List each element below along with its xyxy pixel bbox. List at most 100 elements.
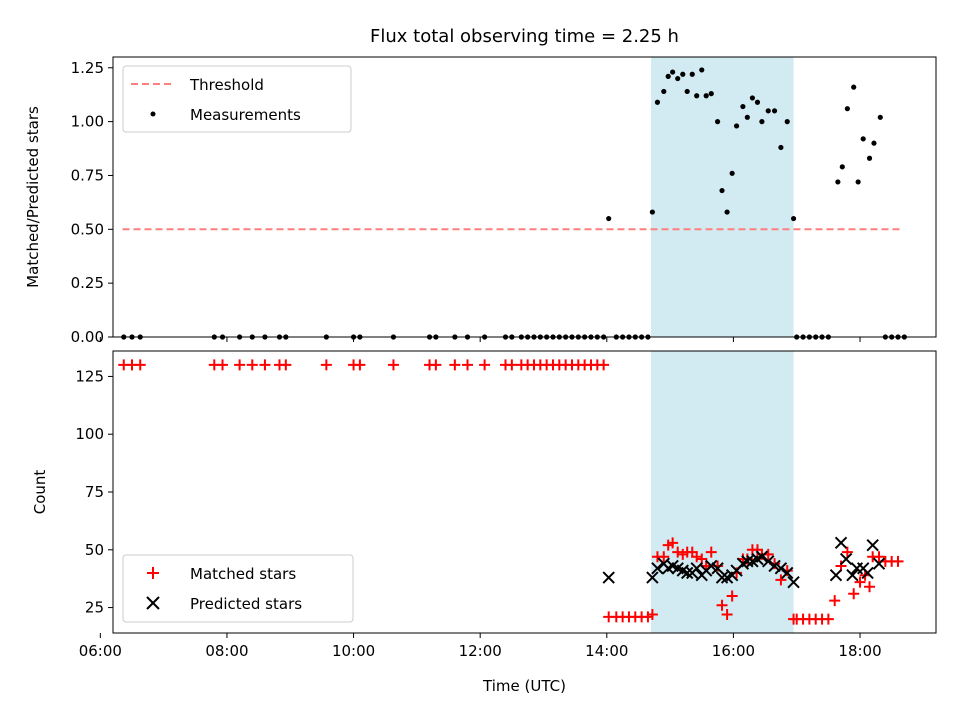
x-tick-label: 12:00 [459, 642, 502, 660]
predicted-star-point [762, 555, 775, 568]
predicted-star-point [872, 557, 886, 570]
top-y-tick-label: 1.00 [71, 113, 104, 131]
predicted-star-point [741, 555, 754, 568]
measurement-point [790, 215, 797, 222]
bottom-y-axis-label: Count [31, 470, 49, 515]
bottom-y-tick-label: 100 [75, 425, 104, 443]
top-y-tick-label: 1.25 [71, 59, 104, 77]
matched-star-point [598, 359, 610, 371]
top-y-tick-label: 0.25 [71, 274, 104, 292]
top-y-tick-label: 0.00 [71, 328, 104, 346]
top-legend: Threshold Measurements [122, 65, 352, 133]
threshold-legend-label: Threshold [189, 76, 264, 94]
measurement-point [665, 73, 671, 79]
measurement-point [699, 67, 705, 73]
matched-star-point [726, 590, 738, 602]
measurement-point [719, 187, 725, 194]
matched-star-point [506, 359, 518, 371]
matched-star-point [658, 551, 670, 563]
top-shaded-span [651, 57, 794, 337]
measurement-point [855, 179, 861, 185]
measurement-point [708, 91, 714, 97]
measurement-point [714, 119, 721, 125]
measurement-point [844, 106, 850, 112]
predicted-star-point [646, 571, 659, 584]
measurement-point [784, 119, 790, 125]
top-marks [121, 67, 907, 340]
measurement-point [684, 88, 690, 95]
matched-star-point [462, 359, 474, 371]
matched-star-point [705, 546, 717, 558]
matched-star-point [217, 359, 229, 371]
matched-star-point [134, 359, 146, 371]
x-tick-label: 06:00 [79, 642, 122, 660]
predicted-star-point [866, 538, 879, 552]
matched-star-point [479, 359, 491, 371]
measurement-point [675, 75, 681, 82]
matched-legend-swatch [147, 567, 159, 579]
measurement-point [670, 69, 676, 75]
matched-star-point [449, 359, 461, 371]
matched-star-point [829, 595, 841, 607]
measurement-point [778, 144, 784, 151]
measurement-point [654, 99, 661, 105]
bottom-y-tick-label: 50 [85, 541, 104, 559]
matched-star-point [892, 555, 904, 567]
matched-star-point [259, 359, 271, 371]
top-y-axis-label: Matched/Predicted stars [24, 106, 42, 288]
measurement-point [749, 95, 756, 101]
measurement-point [765, 108, 771, 114]
measurement-point [680, 71, 686, 77]
x-tick-label: 14:00 [585, 642, 628, 660]
matched-star-point [387, 359, 399, 371]
measurement-point [606, 215, 612, 222]
predicted-star-point [755, 550, 769, 563]
measurement-point [740, 103, 746, 110]
predicted-legend-label: Predicted stars [190, 595, 302, 613]
bottom-marks [118, 359, 904, 625]
measurement-point [835, 179, 841, 185]
predicted-star-point [781, 566, 794, 580]
matched-star-point [280, 359, 292, 371]
predicted-star-point [829, 569, 843, 582]
matched-star-point [667, 537, 679, 549]
measurement-point [689, 71, 695, 77]
top-y-tick-label: 0.75 [71, 166, 104, 184]
matched-star-point [721, 609, 733, 621]
top-legend-box [122, 65, 352, 133]
bottom-shaded-span [651, 351, 794, 633]
matched-star-point [775, 574, 787, 586]
predicted-star-point [711, 562, 724, 575]
measurement-point [649, 209, 655, 215]
predicted-star-point [690, 562, 703, 575]
measurement-point [877, 114, 883, 120]
measurements-legend-swatch [150, 111, 156, 117]
measurement-point [661, 88, 667, 95]
bottom-legend: Matched stars Predicted stars [122, 554, 354, 623]
top-axes-frame [112, 56, 937, 338]
x-tick-label: 10:00 [332, 642, 375, 660]
x-tick-label: 16:00 [712, 642, 755, 660]
measurement-point [839, 164, 845, 170]
matched-star-point [848, 588, 860, 600]
measurement-point [744, 114, 750, 120]
predicted-star-point [715, 571, 729, 584]
matched-star-point [246, 359, 258, 371]
bottom-x-ticks: 06:00 08:00 10:00 12:00 14:00 16:00 18:00 [79, 633, 882, 660]
predicted-star-point [774, 562, 788, 575]
measurement-point [754, 99, 761, 105]
matched-star-point [873, 551, 885, 563]
matched-star-point [716, 599, 728, 611]
predicted-star-point [861, 566, 874, 580]
measurement-point [851, 84, 857, 90]
matched-star-point [864, 581, 876, 593]
predicted-star-point [651, 562, 664, 575]
measurements-legend-label: Measurements [190, 106, 301, 124]
matched-star-point [646, 609, 658, 621]
measurement-point [694, 93, 700, 99]
predicted-star-point [680, 566, 694, 580]
matched-star-point [672, 546, 684, 558]
measurement-point [759, 119, 765, 125]
predicted-star-point [839, 552, 853, 566]
